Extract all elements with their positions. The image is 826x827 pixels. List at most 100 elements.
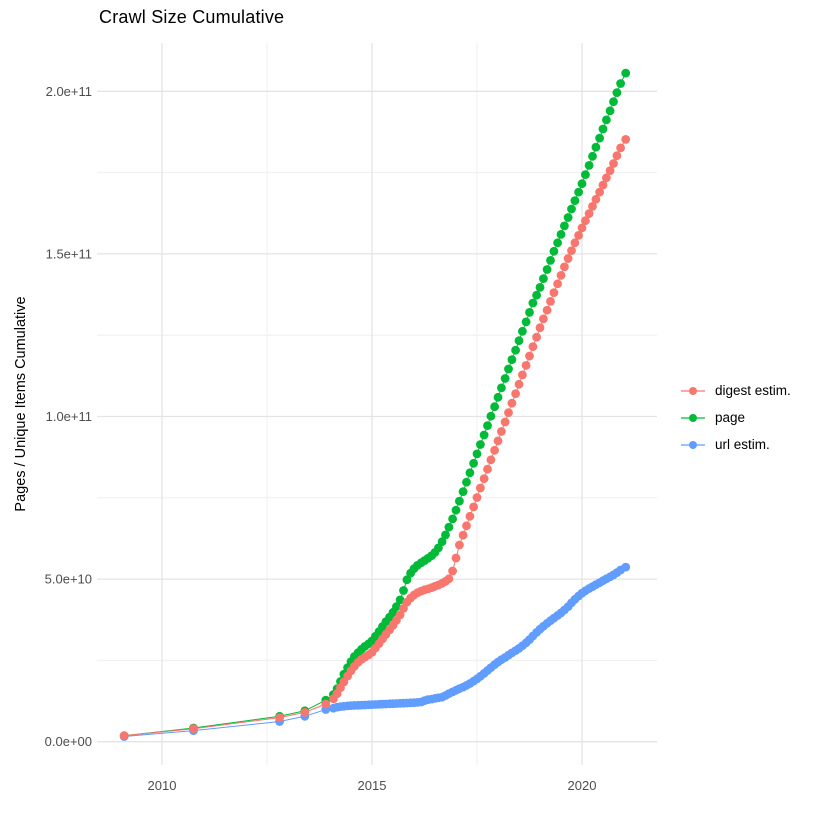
data-point-page xyxy=(574,187,583,197)
data-point-digest xyxy=(556,271,566,280)
data-point-digest xyxy=(395,610,405,620)
y-tick-label: 0.0e+00 xyxy=(45,734,92,749)
data-point-page xyxy=(476,440,485,449)
data-point-digest xyxy=(577,223,587,233)
data-point-digest xyxy=(486,455,496,465)
data-point-page xyxy=(528,298,538,308)
data-point-digest xyxy=(444,574,454,584)
legend-key-page-icon xyxy=(681,413,705,422)
data-point-page xyxy=(560,221,569,231)
x-tick-label: 2010 xyxy=(148,778,177,793)
legend-label-digest: digest estim. xyxy=(715,383,791,398)
data-point-page xyxy=(493,392,503,402)
data-point-page xyxy=(395,595,405,605)
data-point-page xyxy=(444,522,454,532)
data-point-digest xyxy=(549,288,559,297)
data-point-page xyxy=(458,487,468,496)
data-point-digest xyxy=(546,297,555,306)
data-point-page xyxy=(577,179,587,189)
data-point-page xyxy=(402,575,412,585)
data-point-digest xyxy=(458,530,468,540)
data-point-digest xyxy=(189,724,198,734)
y-tick-label: 1.5e+11 xyxy=(46,246,92,261)
data-point-digest xyxy=(518,370,527,380)
data-point-page xyxy=(542,265,552,274)
data-point-digest xyxy=(300,708,310,717)
data-point-page xyxy=(563,213,573,222)
data-point-digest xyxy=(507,398,517,408)
data-point-page xyxy=(532,290,541,300)
data-point-digest xyxy=(616,143,625,153)
data-point-page xyxy=(465,468,475,478)
data-point-page xyxy=(581,170,590,180)
data-point-page xyxy=(448,514,457,524)
data-point-digest xyxy=(483,464,492,474)
y-axis-title: Pages / Unique Items Cumulative xyxy=(13,296,29,512)
data-point-page xyxy=(511,345,520,355)
data-point-digest xyxy=(528,342,538,351)
data-point-digest xyxy=(535,323,545,333)
data-point-page xyxy=(462,477,471,487)
data-point-digest xyxy=(448,566,457,576)
data-point-digest xyxy=(591,194,601,204)
data-point-page xyxy=(549,246,559,256)
legend-item-url: url estim. xyxy=(680,436,791,453)
data-point-page xyxy=(567,204,576,214)
data-point-page xyxy=(490,402,499,412)
legend-key-dot xyxy=(689,386,697,395)
data-point-page xyxy=(588,151,597,161)
data-point-digest xyxy=(553,279,562,289)
legend-item-digest: digest estim. xyxy=(680,382,791,399)
data-point-digest xyxy=(275,713,284,722)
y-tick-label: 2.0e+11 xyxy=(46,84,92,99)
data-point-digest xyxy=(602,173,611,183)
data-point-digest xyxy=(532,332,541,342)
data-point-digest xyxy=(563,254,573,263)
data-point-page xyxy=(504,364,513,374)
data-point-page xyxy=(483,421,492,430)
data-point-page xyxy=(570,196,580,206)
data-point-page xyxy=(472,449,482,459)
data-point-digest xyxy=(514,379,524,389)
data-point-digest xyxy=(584,209,594,219)
data-point-digest xyxy=(621,135,631,144)
legend-key-dot xyxy=(689,413,697,422)
data-point-url xyxy=(621,562,631,572)
data-point-digest xyxy=(462,521,471,531)
y-tick-label: 5.0e+10 xyxy=(45,572,92,587)
data-point-digest xyxy=(119,731,129,741)
data-point-page xyxy=(609,97,618,107)
data-point-digest xyxy=(567,246,576,256)
data-point-digest xyxy=(539,314,548,324)
data-point-page xyxy=(616,79,625,88)
data-point-digest xyxy=(570,238,580,248)
data-point-digest xyxy=(560,262,569,272)
data-point-page xyxy=(437,537,447,547)
x-tick-label: 2015 xyxy=(358,778,387,793)
data-point-page xyxy=(612,88,622,97)
data-point-page xyxy=(500,374,510,383)
data-point-digest xyxy=(451,553,461,563)
data-point-digest xyxy=(455,540,464,550)
data-point-page xyxy=(553,238,562,248)
data-point-page xyxy=(469,458,478,468)
data-point-digest xyxy=(497,427,506,436)
data-point-page xyxy=(497,383,506,393)
data-point-page xyxy=(598,124,608,134)
data-point-page xyxy=(584,161,594,170)
data-point-digest xyxy=(504,408,513,417)
data-point-page xyxy=(441,530,450,540)
data-point-digest xyxy=(511,389,520,399)
data-point-page xyxy=(556,230,566,239)
data-point-page xyxy=(479,430,489,440)
data-point-page xyxy=(535,283,545,292)
data-point-digest xyxy=(542,305,552,315)
data-point-digest xyxy=(595,187,604,197)
legend-item-page: page xyxy=(680,409,791,426)
data-point-page xyxy=(602,115,611,125)
data-point-digest xyxy=(588,202,597,211)
data-point-page xyxy=(514,336,524,346)
chart-title: Crawl Size Cumulative xyxy=(99,7,285,27)
data-point-page xyxy=(392,602,401,612)
